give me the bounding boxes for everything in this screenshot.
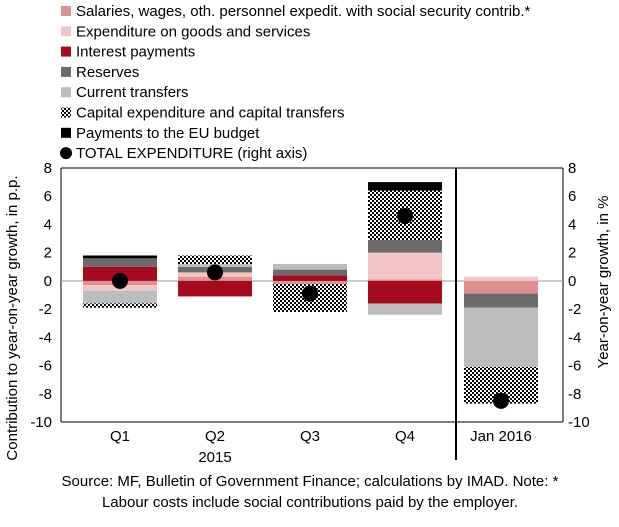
total-marker-q1 (112, 272, 128, 289)
bar-segment-payments-to-the-eu-budget-q4 (368, 182, 442, 191)
category-label: Q2 (205, 428, 225, 445)
right-tick-label: -2 (568, 301, 581, 318)
right-tick-label: -8 (568, 386, 581, 403)
bar-segment-expenditure-on-goods-and-servi-jan-2016 (464, 276, 538, 281)
bar-segment-current-transfers-q4 (368, 303, 442, 315)
bar-segment-current-transfers-jan-2016 (464, 307, 538, 367)
bar-segment-reserves-q4 (368, 239, 442, 253)
bar-segment-interest-payments-q4 (368, 280, 442, 304)
legend-label: Expenditure on goods and services (76, 23, 310, 40)
bar-segment-salaries-wages-oth-personnel-e-q4 (368, 279, 442, 281)
footnote-line-2: Labour costs include social contribution… (102, 494, 518, 511)
category-labels: Q1 Q2 Q3 Q4 Jan 2016 (110, 428, 532, 445)
bar-segment-reserves-jan-2016 (464, 293, 538, 308)
right-tick-label: 2 (568, 245, 576, 262)
total-marker-q2 (207, 264, 223, 281)
footnote-line-1: Source: MF, Bulletin of Government Finan… (62, 473, 559, 490)
total-marker-q3 (302, 285, 318, 302)
legend-swatch-salaries-wages-oth-personnel-expedit-wit (61, 6, 71, 16)
left-tick-label: 6 (44, 188, 52, 205)
bar-segment-salaries-wages-oth-personnel-e-jan-2016 (464, 280, 538, 294)
legend-swatch-total-marker (60, 147, 72, 160)
bar-segment-interest-payments-q3 (273, 275, 347, 281)
left-axis-title: Contribution to year-on-year growth, in … (4, 175, 21, 460)
bar-segment-salaries-wages-oth-personnel-e-q3 (273, 280, 347, 284)
legend-swatch-reserves (61, 66, 71, 77)
left-tick-label: -6 (39, 358, 52, 375)
bar-segment-interest-payments-q2 (178, 280, 252, 297)
legend-swatch-interest-payments (61, 46, 71, 57)
left-tick-label: 2 (44, 245, 52, 262)
left-tick-label: 8 (44, 160, 52, 177)
category-label: Q1 (110, 428, 130, 445)
legend-swatch-expenditure-on-goods-and-services (61, 26, 71, 37)
total-markers (112, 207, 509, 409)
legend-swatch-capital-expenditure-and-capital-transfer (61, 107, 71, 118)
bar-segment-capital-expenditure-and-capita-q1 (83, 303, 157, 308)
bar-segment-current-transfers-q3 (273, 263, 347, 270)
left-tick-label: 0 (44, 273, 52, 290)
legend-label: Salaries, wages, oth. personnel expedit.… (76, 3, 531, 20)
bar-segment-reserves-q1 (83, 258, 157, 267)
legend-label: TOTAL EXPENDITURE (right axis) (76, 145, 307, 162)
year-label: 2015 (198, 449, 231, 466)
legend-label: Current transfers (76, 84, 189, 101)
category-label: Q4 (395, 428, 415, 445)
right-axis-title: Year-on-year growth, in % (595, 196, 612, 369)
legend-swatch-current-transfers (61, 87, 71, 98)
legend-swatch-payments-to-the-eu-budget (61, 127, 71, 138)
legend-label: Interest payments (76, 44, 195, 61)
total-marker-q4 (397, 207, 413, 224)
right-tick-label: 6 (568, 188, 576, 205)
legend-label: Reserves (76, 64, 139, 81)
legend: Salaries, wages, oth. personnel expedit.… (60, 3, 531, 162)
left-axis-ticks: 8 6 4 2 0 -2 -4 -6 -8 -10 (30, 160, 52, 431)
bar-segment-current-transfers-q1 (83, 290, 157, 304)
right-tick-label: 4 (568, 216, 576, 233)
bar-segment-reserves-q3 (273, 269, 347, 276)
right-tick-label: -10 (568, 414, 590, 431)
left-tick-label: -2 (39, 301, 52, 318)
right-tick-label: 8 (568, 160, 576, 177)
total-marker-jan-2016 (493, 392, 509, 409)
bar-segment-capital-expenditure-and-capita-q2 (178, 255, 252, 264)
right-axis-ticks: 8 6 4 2 0 -2 -4 -6 -8 -10 (568, 160, 590, 431)
legend-label: Payments to the EU budget (76, 125, 260, 142)
left-tick-label: 4 (44, 216, 52, 233)
category-label: Jan 2016 (470, 428, 532, 445)
right-tick-label: -4 (568, 329, 581, 346)
right-tick-label: 0 (568, 273, 576, 290)
legend-label: Capital expenditure and capital transfer… (76, 105, 345, 122)
left-tick-label: -4 (39, 329, 52, 346)
left-tick-label: -8 (39, 386, 52, 403)
right-tick-label: -6 (568, 358, 581, 375)
category-label: Q3 (300, 428, 320, 445)
bar-segment-expenditure-on-goods-and-servi-q4 (368, 252, 442, 280)
left-tick-label: -10 (30, 414, 52, 431)
bar-segment-payments-to-the-eu-budget-q1 (83, 255, 157, 259)
